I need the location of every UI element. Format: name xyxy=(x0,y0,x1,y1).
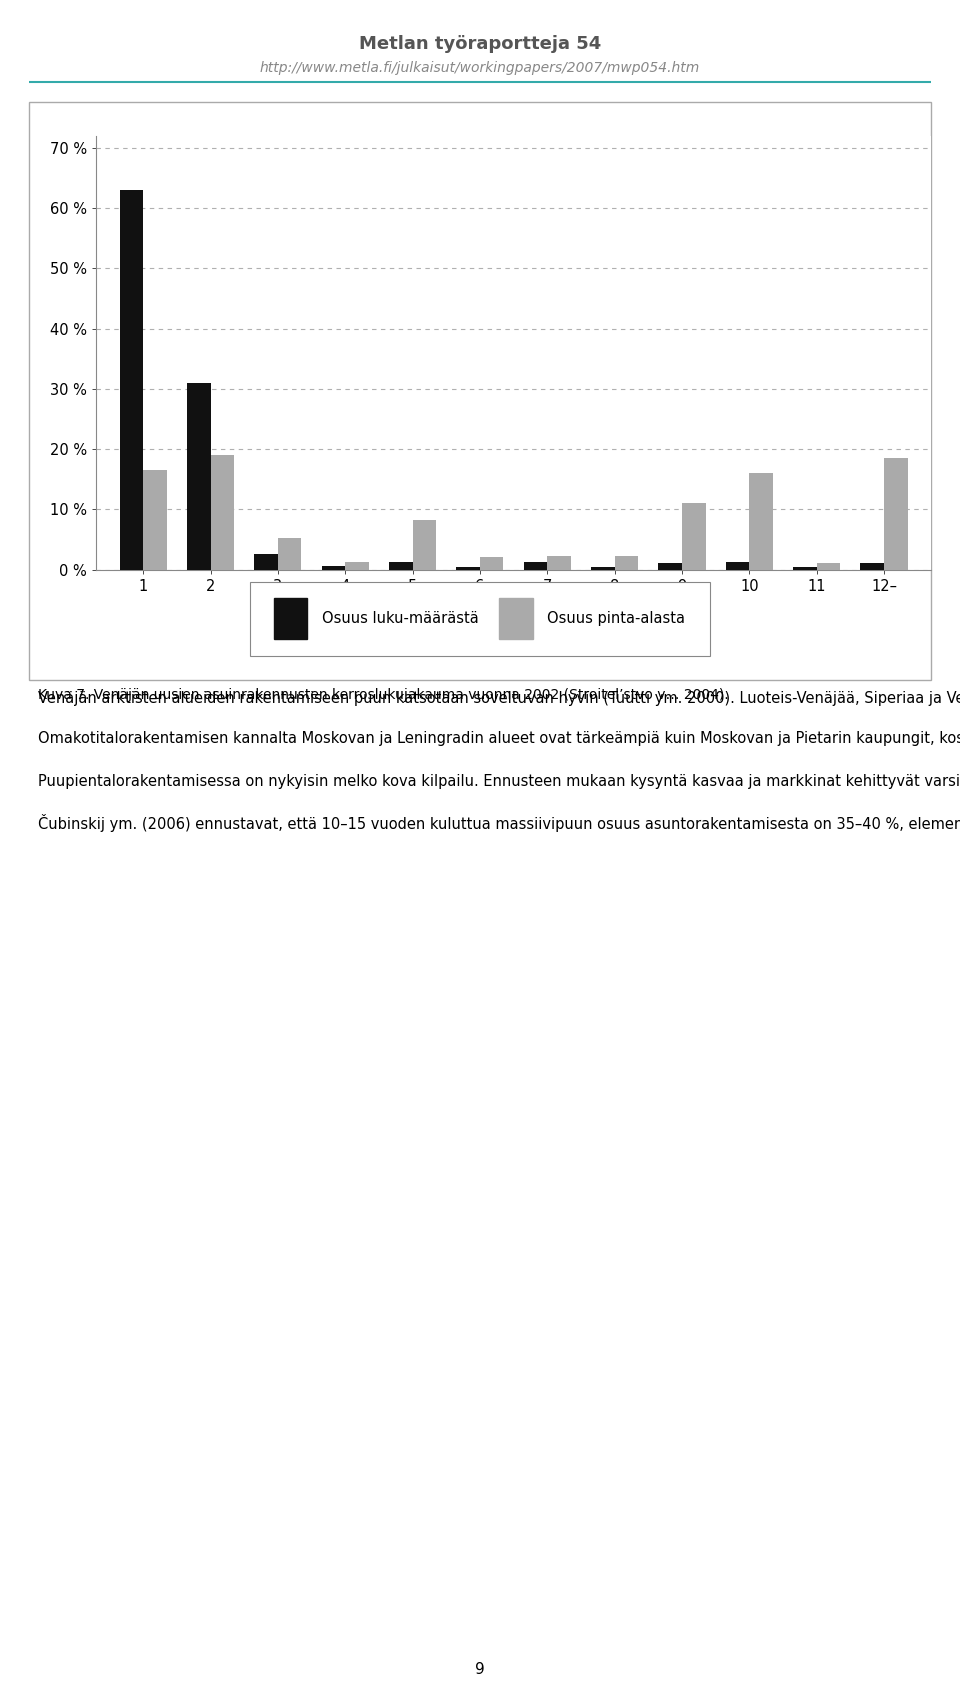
Text: 9: 9 xyxy=(475,1663,485,1676)
Bar xyxy=(413,520,436,570)
Bar xyxy=(682,503,706,570)
Text: Kuva 7. Venäjän uusien asuinrakennusten kerroslukujakauma vuonna 2002 (Stroitel’: Kuva 7. Venäjän uusien asuinrakennusten … xyxy=(38,688,729,702)
Bar xyxy=(274,598,307,639)
Text: Osuus pinta-alasta: Osuus pinta-alasta xyxy=(547,612,685,626)
Bar xyxy=(750,473,773,570)
Bar xyxy=(480,558,503,570)
Bar xyxy=(659,563,682,570)
Bar xyxy=(254,554,277,570)
Bar xyxy=(614,556,638,570)
Bar xyxy=(884,457,907,570)
Bar xyxy=(591,568,614,570)
Text: http://www.metla.fi/julkaisut/workingpapers/2007/mwp054.htm: http://www.metla.fi/julkaisut/workingpap… xyxy=(260,61,700,75)
Bar xyxy=(524,563,547,570)
Bar xyxy=(547,556,571,570)
Bar xyxy=(817,563,840,570)
Bar xyxy=(726,563,750,570)
Bar xyxy=(793,568,817,570)
Bar xyxy=(456,568,480,570)
Bar xyxy=(277,539,301,570)
Text: Osuus luku­määrästä: Osuus luku­määrästä xyxy=(322,612,478,626)
Bar xyxy=(860,563,884,570)
X-axis label: Kerrosluku: Kerrosluku xyxy=(463,605,564,622)
Bar xyxy=(389,563,413,570)
Bar xyxy=(143,471,167,570)
Bar xyxy=(346,563,369,570)
FancyBboxPatch shape xyxy=(250,581,710,656)
Bar xyxy=(210,456,234,570)
Bar xyxy=(120,190,143,570)
Bar xyxy=(499,598,533,639)
Text: Venäjän arktisten alueiden rakentamiseen puun katsotaan soveltuvan hyvin (Tuutti: Venäjän arktisten alueiden rakentamiseen… xyxy=(38,688,960,831)
Text: Metlan työraportteja 54: Metlan työraportteja 54 xyxy=(359,36,601,53)
Bar xyxy=(187,382,210,570)
Bar xyxy=(322,566,346,570)
